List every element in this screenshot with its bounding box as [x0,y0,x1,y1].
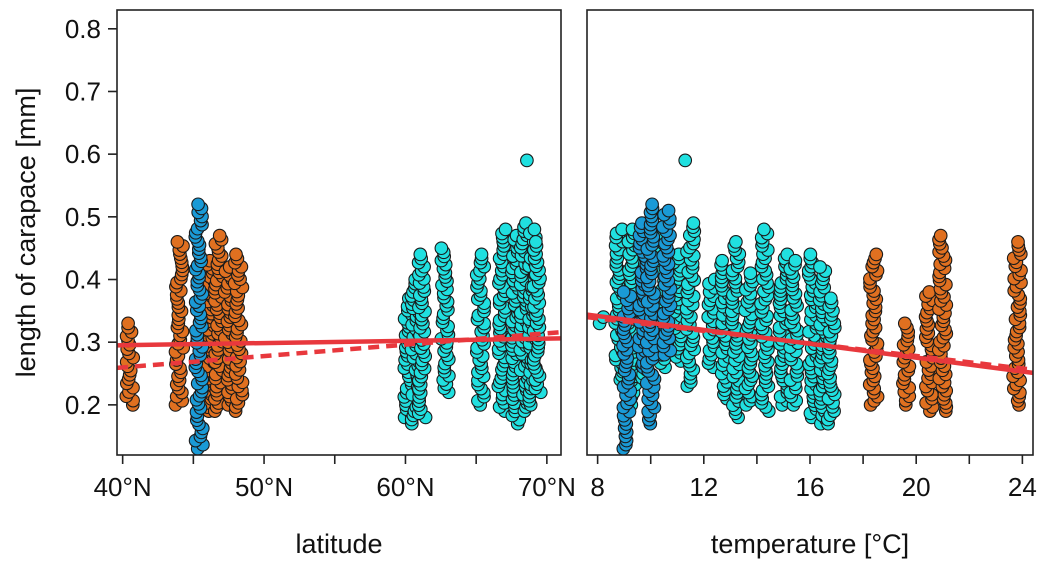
temperature-trend-lines [586,312,1034,376]
y-tick-label: 0.2 [65,390,101,420]
orange-data-point [933,228,948,243]
cyan-data-point [715,253,729,268]
y-axis: 0.2 0.3 0.4 0.5 0.6 0.7 0.8 [65,14,117,420]
x-tick-label: 40°N [94,472,152,502]
blue-data-point [616,285,631,299]
orange-data-point [897,316,912,331]
y-tick-label: 0.7 [65,76,101,106]
temperature-points [592,153,1028,456]
cyan-data-point [498,222,513,237]
x-tick-label: 60°N [376,472,434,502]
y-tick-label: 0.8 [65,14,101,44]
blue-data-point [191,197,205,212]
x-axis-title-temperature: temperature [°C] [711,529,909,559]
x-tick-label: 70°N [518,472,576,502]
x-tick-label: 12 [689,472,718,502]
x-tick-label: 24 [1008,472,1037,502]
blue-data-point [661,203,676,218]
orange-data-point [1011,235,1025,249]
orange-data-point [229,247,243,262]
x-axis-title-latitude: latitude [295,529,382,559]
dashed-trend-line [116,329,562,371]
x-tick-label: 8 [590,472,604,502]
cyan-data-point [520,153,534,168]
cyan-data-point [757,222,771,237]
cyan-data-point [743,266,758,281]
y-tick-label: 0.3 [65,327,101,357]
y-tick-label: 0.4 [65,265,101,295]
solid-trend-line [116,336,562,348]
y-axis-title: length of carapace [mm] [11,88,41,378]
cyan-data-point [413,247,428,262]
cyan-data-point [729,235,743,249]
x-tick-label: 50°N [235,472,293,502]
temperature-x-axis: 8 12 16 20 24 [590,455,1037,502]
latitude-plot-frame [116,9,562,456]
cyan-data-point [528,235,543,249]
cyan-data-point [803,247,818,262]
latitude-trend-lines [116,329,562,371]
cyan-data-point [823,291,838,306]
blue-data-point [645,197,659,212]
x-tick-label: 20 [902,472,931,502]
cyan-data-point [474,247,489,262]
y-tick-label: 0.6 [65,139,101,169]
orange-data-point [170,235,185,249]
dashed-trend-line [586,314,1034,372]
y-tick-label: 0.5 [65,202,101,232]
latitude-x-axis: 40°N 50°N 60°N 70°N [94,455,576,502]
orange-data-point [869,247,884,262]
cyan-data-point [434,241,449,256]
orange-data-point [121,316,135,331]
orange-data-point [212,228,227,243]
latitude-points [119,153,548,456]
cyan-data-point [678,153,693,168]
cyan-data-point [527,222,542,237]
temperature-panel: 8 12 16 20 24 temperature [°C] [586,9,1037,559]
cyan-data-point [686,216,701,230]
latitude-panel: 40°N 50°N 60°N 70°N 0.2 0.3 0.4 0.5 0.6 0.7 0.8 l… [11,9,576,559]
x-tick-label: 16 [796,472,825,502]
cyan-data-point [788,253,803,268]
cyan-data-point [813,260,827,274]
